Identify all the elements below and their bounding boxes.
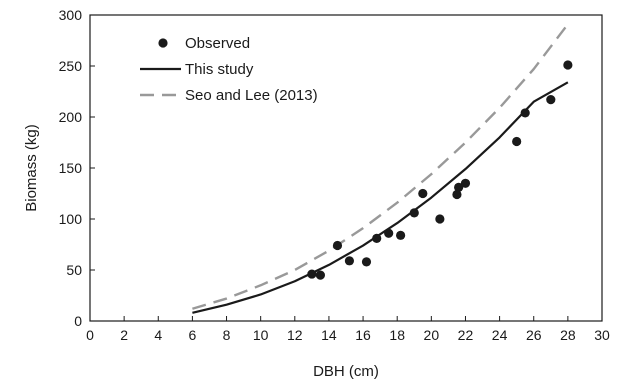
axes-layer: 0 2 4 6 8 10 12 14 16 18 20 22 24 26 28 300501001502002… <box>59 7 610 343</box>
legend-label: Observed <box>185 35 250 52</box>
observed-point <box>396 230 406 240</box>
x-tick-label: 28 <box>560 327 576 343</box>
x-tick-label: 16 <box>355 327 371 343</box>
x-tick-label: 18 <box>389 327 405 343</box>
observed-point <box>520 108 530 118</box>
legend: Observed This study Seo and Lee (2013) <box>140 35 318 104</box>
observed-point <box>452 189 462 200</box>
series-line-2 <box>192 23 569 310</box>
y-axis-label: Biomass (kg) <box>23 124 40 212</box>
observed-point <box>512 136 522 147</box>
observed-point <box>454 182 464 192</box>
observed-point <box>344 256 355 266</box>
x-tick-label: 10 <box>253 327 269 343</box>
y-tick-label: 0 <box>74 313 82 329</box>
observed-point <box>332 240 343 251</box>
observed-point <box>384 228 394 238</box>
observed-point <box>546 95 556 105</box>
x-tick-label: 24 <box>492 327 508 343</box>
y-tick-label: 250 <box>59 58 83 74</box>
observed-point <box>418 188 428 199</box>
observed-point <box>563 60 573 70</box>
observed-point <box>307 269 317 279</box>
x-tick-label: 0 <box>86 327 94 343</box>
x-tick-label: 14 <box>321 327 337 343</box>
lines-layer <box>192 23 569 314</box>
legend-label: Seo and Lee (2013) <box>185 87 318 104</box>
x-tick-label: 22 <box>458 327 474 343</box>
y-tick-label: 300 <box>59 7 83 23</box>
observed-point <box>460 178 471 188</box>
observed-point <box>435 214 445 224</box>
legend-marker-observed <box>158 38 168 48</box>
points-layer <box>307 60 573 280</box>
x-tick-label: 8 <box>223 327 231 343</box>
observed-point <box>315 270 325 280</box>
x-axis-label: DBH (cm) <box>313 363 379 380</box>
observed-point <box>372 233 382 243</box>
x-tick-label: 30 <box>594 327 610 343</box>
x-tick-label: 20 <box>424 327 440 343</box>
x-tick-label: 6 <box>189 327 197 343</box>
observed-point <box>361 257 372 267</box>
x-tick-label: 2 <box>120 327 128 343</box>
series-line-1 <box>192 81 569 314</box>
x-tick-label: 26 <box>526 327 542 343</box>
x-tick-label: 12 <box>287 327 303 343</box>
y-tick-label: 150 <box>59 160 83 176</box>
observed-point <box>409 208 419 218</box>
y-tick-label: 50 <box>66 262 82 278</box>
x-tick-label: 4 <box>154 327 162 343</box>
y-tick-label: 200 <box>59 109 83 125</box>
plot-frame <box>89 14 603 322</box>
y-tick-label: 100 <box>59 211 83 227</box>
legend-label: This study <box>185 61 254 78</box>
